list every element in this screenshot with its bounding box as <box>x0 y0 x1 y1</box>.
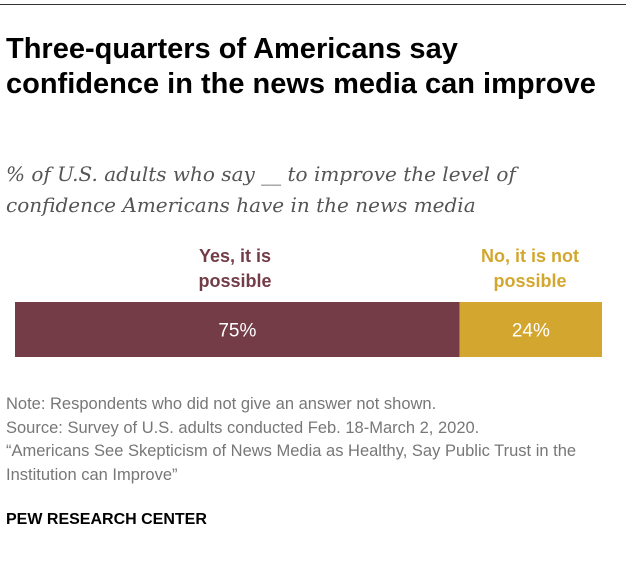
bar-segment-0 <box>15 302 460 357</box>
legend-label-yes: Yes, it is possible <box>140 244 330 294</box>
legend-label-no-line1: No, it is not <box>481 246 579 266</box>
legend-label-yes-line2: possible <box>198 271 272 291</box>
chart-title: Three-quarters of Americans say confiden… <box>6 33 596 100</box>
data-label-0: 75% <box>218 321 256 342</box>
data-label-1: 24% <box>512 321 550 342</box>
legend-label-no-line2: possible <box>493 271 567 291</box>
report-title-text: “Americans See Skepticism of News Media … <box>6 442 577 484</box>
legend-label-no: No, it is not possible <box>455 244 605 294</box>
note-text: Note: Respondents who did not give an an… <box>6 395 437 413</box>
top-rule <box>0 4 626 5</box>
legend-label-yes-line1: Yes, it is <box>198 246 272 266</box>
bar-segment-1 <box>459 302 602 357</box>
source-text: Source: Survey of U.S. adults conducted … <box>6 418 480 437</box>
pew-logo: PEW RESEARCH CENTER <box>6 511 207 528</box>
bar-chart: 75% 24% <box>15 302 602 357</box>
notes: Note: Respondents who did not give an an… <box>6 393 616 487</box>
chart-subtitle: % of U.S. adults who say __ to improve t… <box>6 162 516 217</box>
